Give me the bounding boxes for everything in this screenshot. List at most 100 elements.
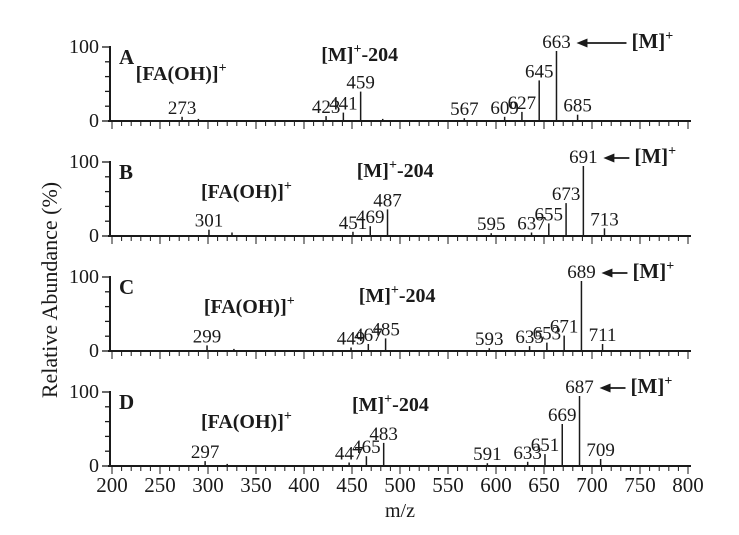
y-tick-label: 100 bbox=[69, 381, 99, 403]
neutral-loss-annotation: [M]+-204 bbox=[321, 42, 398, 66]
x-tick-label-250: 250 bbox=[144, 473, 176, 497]
neutral-loss-annotation: [M]+-204 bbox=[357, 158, 434, 182]
peak-label-441: 441 bbox=[329, 94, 358, 115]
panel-letter-C: C bbox=[119, 275, 134, 299]
molecular-ion-arrowhead bbox=[576, 38, 588, 48]
y-axis-ticks bbox=[102, 276, 109, 352]
peak-label-711: 711 bbox=[589, 325, 617, 346]
peak-label-485: 485 bbox=[371, 319, 400, 340]
fragment-ion-annotation: [FA(OH)]+ bbox=[136, 61, 227, 85]
molecular-ion-label: [M]+ bbox=[631, 374, 673, 398]
peak-label-299: 299 bbox=[193, 326, 222, 347]
peak-label-591: 591 bbox=[473, 444, 502, 465]
peak-label-483: 483 bbox=[369, 424, 398, 445]
y-tick-label: 0 bbox=[89, 340, 99, 362]
fragment-ion-annotation: [FA(OH)]+ bbox=[204, 294, 295, 318]
x-tick-label-700: 700 bbox=[576, 473, 608, 497]
peak-label-451: 451 bbox=[339, 213, 368, 234]
x-axis-ticks bbox=[111, 122, 689, 129]
fragment-ion-annotation: [FA(OH)]+ bbox=[201, 409, 292, 433]
y-tick-label: 0 bbox=[89, 225, 99, 247]
peak-label-449: 449 bbox=[337, 329, 366, 350]
molecular-ion-label: [M]+ bbox=[631, 29, 673, 53]
peak-label-635: 635 bbox=[515, 327, 544, 348]
peak-label-469: 469 bbox=[356, 207, 385, 228]
y-tick-label: 100 bbox=[69, 36, 99, 58]
x-tick-label-750: 750 bbox=[624, 473, 656, 497]
peak-label-297: 297 bbox=[191, 442, 220, 463]
peak-label-627: 627 bbox=[508, 93, 537, 114]
peak-label-651: 651 bbox=[531, 435, 560, 456]
panel-letter-A: A bbox=[119, 45, 135, 69]
peak-label-567: 567 bbox=[450, 99, 479, 120]
x-tick-label-300: 300 bbox=[192, 473, 224, 497]
peak-label-593: 593 bbox=[475, 329, 504, 350]
x-tick-label-350: 350 bbox=[240, 473, 272, 497]
peak-label-663: 663 bbox=[542, 32, 571, 53]
x-tick-label-600: 600 bbox=[480, 473, 512, 497]
x-tick-label-400: 400 bbox=[288, 473, 320, 497]
peak-label-671: 671 bbox=[550, 317, 579, 338]
x-tick-label-500: 500 bbox=[384, 473, 416, 497]
peak-label-655: 655 bbox=[535, 204, 564, 225]
peak-label-467: 467 bbox=[354, 325, 383, 346]
y-tick-label: 100 bbox=[69, 151, 99, 173]
y-axis-ticks bbox=[102, 161, 109, 237]
peak-label-673: 673 bbox=[552, 184, 581, 205]
peak-label-633: 633 bbox=[513, 443, 542, 464]
peak-label-689: 689 bbox=[567, 262, 596, 283]
x-axis-ticks bbox=[111, 352, 689, 359]
y-axis-ticks bbox=[102, 391, 109, 467]
molecular-ion-label: [M]+ bbox=[634, 144, 676, 168]
peak-label-423: 423 bbox=[312, 97, 341, 118]
fragment-ion-annotation: [FA(OH)]+ bbox=[201, 179, 292, 203]
peak-label-487: 487 bbox=[373, 190, 402, 211]
molecular-ion-arrowhead bbox=[603, 153, 615, 163]
x-tick-label-200: 200 bbox=[96, 473, 128, 497]
peak-label-685: 685 bbox=[563, 96, 592, 117]
x-axis-ticks bbox=[111, 237, 689, 244]
panel-letter-D: D bbox=[119, 390, 134, 414]
x-tick-label-650: 650 bbox=[528, 473, 560, 497]
peak-label-465: 465 bbox=[352, 437, 381, 458]
x-axis-ticks bbox=[111, 467, 689, 474]
x-tick-label-800: 800 bbox=[672, 473, 704, 497]
y-tick-label: 100 bbox=[69, 266, 99, 288]
molecular-ion-label: [M]+ bbox=[632, 259, 674, 283]
neutral-loss-annotation: [M]+-204 bbox=[352, 392, 429, 416]
y-tick-label: 0 bbox=[89, 110, 99, 132]
peak-label-713: 713 bbox=[590, 209, 619, 230]
molecular-ion-arrowhead bbox=[601, 268, 613, 278]
peak-label-637: 637 bbox=[517, 214, 546, 235]
x-axis-title: m/z bbox=[385, 500, 415, 522]
y-axis-title: Relative Abundance (%) bbox=[37, 181, 62, 399]
x-tick-label-550: 550 bbox=[432, 473, 464, 497]
peak-label-609: 609 bbox=[490, 98, 519, 119]
peak-label-301: 301 bbox=[195, 211, 224, 232]
peak-label-645: 645 bbox=[525, 61, 554, 82]
peak-label-273: 273 bbox=[168, 98, 197, 119]
x-axis-tick-labels: 200 250 300 350 400 450 500 550 600 650 700 750 800 bbox=[96, 473, 704, 497]
neutral-loss-annotation: [M]+-204 bbox=[359, 283, 436, 307]
peak-label-669: 669 bbox=[548, 405, 577, 426]
y-axis-ticks bbox=[102, 46, 109, 122]
peak-label-691: 691 bbox=[569, 147, 598, 168]
peak-label-459: 459 bbox=[346, 73, 375, 94]
peak-label-687: 687 bbox=[565, 377, 594, 398]
peak-label-595: 595 bbox=[477, 214, 506, 235]
x-tick-label-450: 450 bbox=[336, 473, 368, 497]
molecular-ion-arrowhead bbox=[599, 383, 611, 393]
peak-label-653: 653 bbox=[533, 324, 562, 345]
y-tick-label: 0 bbox=[89, 455, 99, 477]
peak-label-447: 447 bbox=[335, 444, 364, 465]
